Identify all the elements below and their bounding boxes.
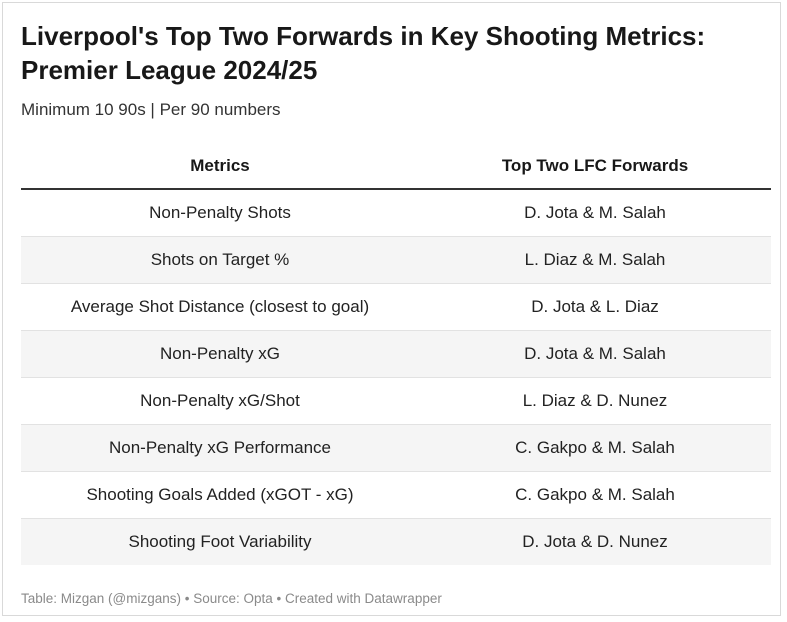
forwards-cell: D. Jota & D. Nunez bbox=[419, 518, 771, 565]
table-header-row: Metrics Top Two LFC Forwards bbox=[21, 144, 771, 190]
column-header-metrics: Metrics bbox=[21, 144, 419, 190]
metrics-table: Metrics Top Two LFC Forwards Non-Penalty… bbox=[21, 144, 771, 565]
table-row: Non-Penalty Shots D. Jota & M. Salah bbox=[21, 189, 771, 237]
table-row: Shooting Goals Added (xGOT - xG) C. Gakpo… bbox=[21, 471, 771, 519]
forwards-cell: D. Jota & M. Salah bbox=[419, 189, 771, 237]
metric-cell: Shots on Target % bbox=[21, 236, 419, 284]
forwards-cell: L. Diaz & D. Nunez bbox=[419, 377, 771, 425]
metric-cell: Non-Penalty xG Performance bbox=[21, 424, 419, 472]
table-row: Average Shot Distance (closest to goal) D… bbox=[21, 283, 771, 331]
metric-cell: Non-Penalty Shots bbox=[21, 189, 419, 237]
table-body: Non-Penalty Shots D. Jota & M. Salah Shots… bbox=[21, 189, 771, 565]
page-title: Liverpool's Top Two Forwards in Key Shoo… bbox=[21, 21, 706, 85]
subtitle: Minimum 10 90s | Per 90 numbers bbox=[21, 100, 281, 119]
metric-cell: Shooting Goals Added (xGOT - xG) bbox=[21, 471, 419, 519]
table-row: Non-Penalty xG Performance C. Gakpo & M. … bbox=[21, 424, 771, 472]
forwards-cell: C. Gakpo & M. Salah bbox=[419, 471, 771, 519]
metric-cell: Shooting Foot Variability bbox=[21, 518, 419, 565]
metric-cell: Average Shot Distance (closest to goal) bbox=[21, 283, 419, 331]
forwards-cell: C. Gakpo & M. Salah bbox=[419, 424, 771, 472]
table-row: Non-Penalty xG/Shot L. Diaz & D. Nunez bbox=[21, 377, 771, 425]
metric-cell: Non-Penalty xG bbox=[21, 330, 419, 378]
column-header-forwards: Top Two LFC Forwards bbox=[419, 144, 771, 190]
footer-credit: Table: Mizgan (@mizgans) • Source: Opta … bbox=[21, 591, 442, 606]
forwards-cell: D. Jota & M. Salah bbox=[419, 330, 771, 378]
metric-cell: Non-Penalty xG/Shot bbox=[21, 377, 419, 425]
forwards-cell: D. Jota & L. Diaz bbox=[419, 283, 771, 331]
table-row: Shooting Foot Variability D. Jota & D. Nu… bbox=[21, 518, 771, 565]
chart-container: Liverpool's Top Two Forwards in Key Shoo… bbox=[2, 2, 781, 616]
table-row: Non-Penalty xG D. Jota & M. Salah bbox=[21, 330, 771, 378]
forwards-cell: L. Diaz & M. Salah bbox=[419, 236, 771, 284]
table-row: Shots on Target % L. Diaz & M. Salah bbox=[21, 236, 771, 284]
